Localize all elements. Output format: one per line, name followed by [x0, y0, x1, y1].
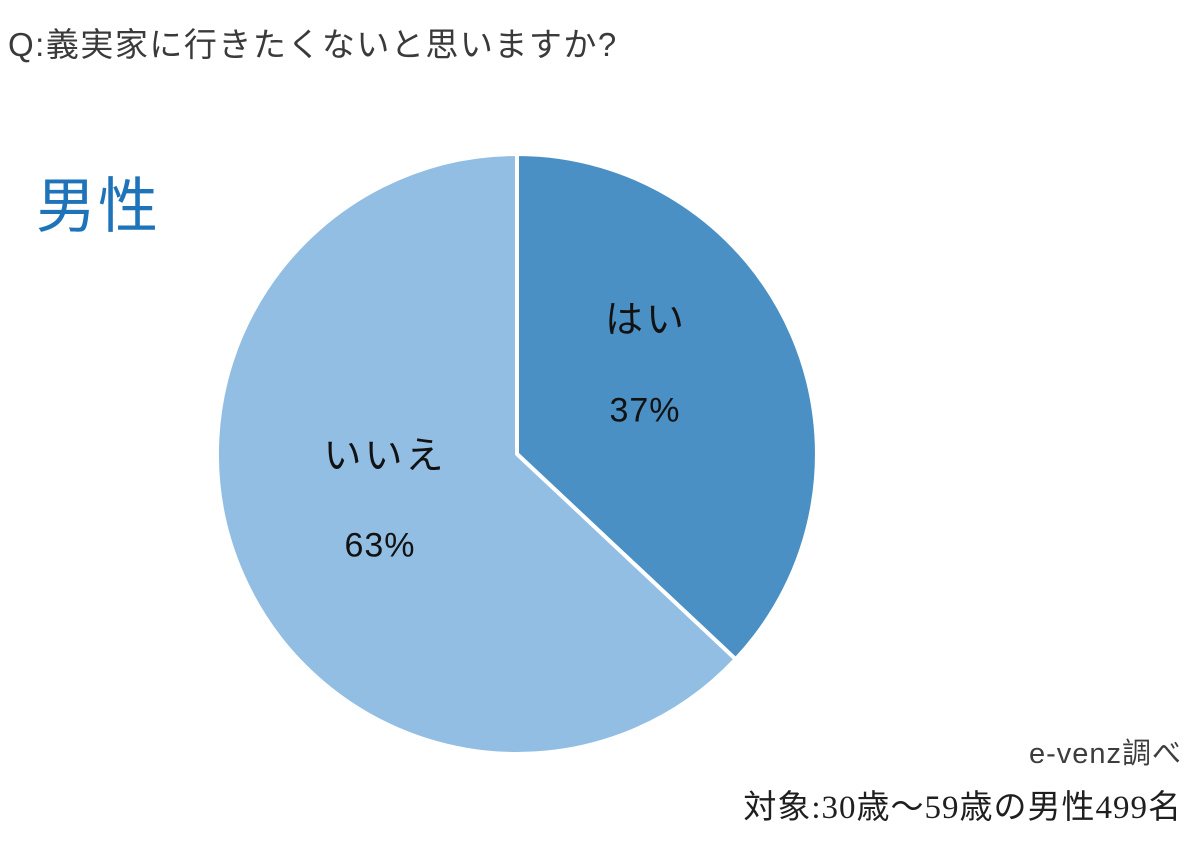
pie-chart-svg: [214, 152, 819, 756]
slice-label-yes: はい: [604, 299, 688, 342]
group-label-male: 男性: [36, 173, 160, 240]
slice-value-yes: 37%: [609, 391, 681, 430]
chart-title: Q:義実家に行きたくないと思いますか?: [8, 26, 618, 63]
pie-slice-yes: [515, 152, 819, 662]
pie-chart: [211, 148, 823, 760]
slice-value-no: 63%: [344, 526, 416, 565]
survey-note: 対象:30歳〜59歳の男性499名: [743, 790, 1182, 826]
pie-slice-no: [214, 152, 738, 756]
source-credit: e-venz調べ: [1028, 738, 1182, 770]
source-block: e-venz調べ 対象:30歳〜59歳の男性499名: [743, 730, 1182, 828]
slice-label-no: いいえ: [323, 435, 447, 478]
